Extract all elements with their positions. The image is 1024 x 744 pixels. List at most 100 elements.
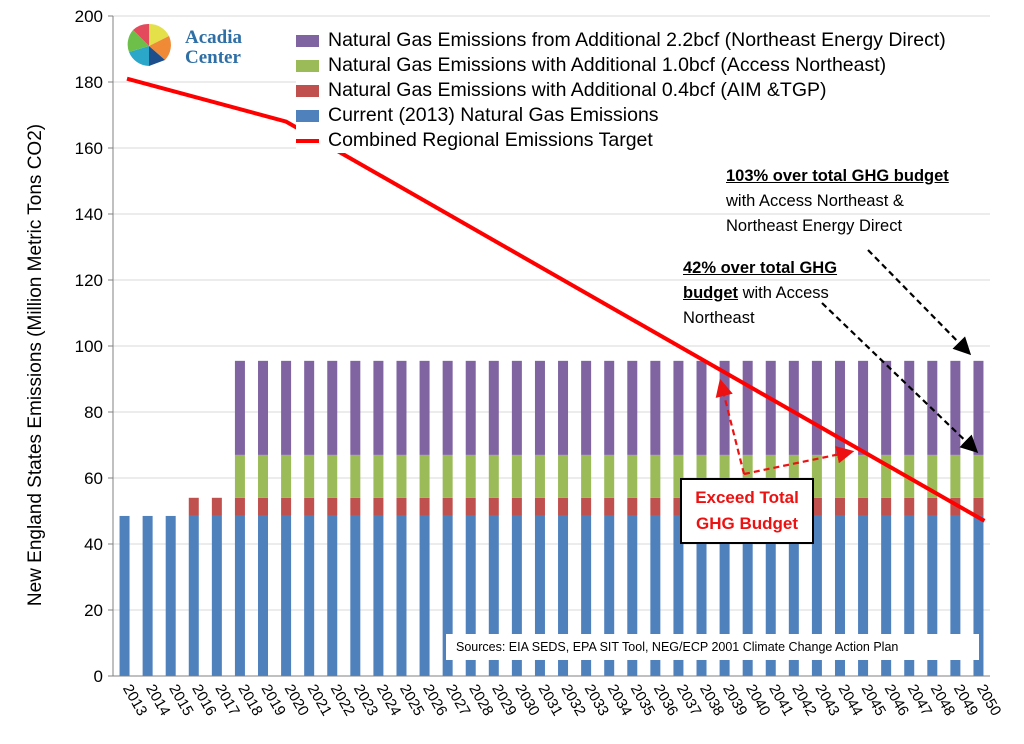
exceed-line2: GHG Budget (696, 514, 798, 533)
bar-2022-series-0 (327, 515, 338, 676)
bar-2038-series-2 (696, 454, 707, 498)
bar-2028-series-0 (465, 515, 476, 676)
bar-2023-series-2 (350, 454, 361, 498)
bar-2033-series-2 (581, 454, 592, 498)
bar-2030-series-2 (511, 454, 522, 498)
bar-2021-series-3 (304, 360, 315, 455)
logo-mark-icon (127, 23, 171, 66)
bar-2045-series-3 (858, 360, 869, 455)
legend-item-current: Current (2013) Natural Gas Emissions (296, 103, 1012, 128)
y-tick-label: 0 (94, 667, 103, 686)
bar-2023-series-1 (350, 497, 361, 516)
bar-2039-series-3 (719, 360, 730, 455)
bar-2032-series-1 (558, 497, 569, 516)
bar-2025-series-3 (396, 360, 407, 455)
bar-2027-series-1 (442, 497, 453, 516)
bar-2037-series-0 (673, 515, 684, 676)
bar-2013-series-0 (119, 515, 130, 676)
bar-2036-series-1 (650, 497, 661, 516)
bar-2037-series-1 (673, 497, 684, 516)
bar-2047-series-3 (904, 360, 915, 455)
bar-2040-series-3 (742, 360, 753, 455)
bar-2029-series-1 (488, 497, 499, 516)
annotation-103-line2: with Access Northeast & (726, 192, 904, 210)
y-tick-label: 140 (75, 205, 103, 224)
bar-2034-series-1 (604, 497, 615, 516)
bar-2014-series-0 (142, 515, 153, 676)
bar-2021-series-1 (304, 497, 315, 516)
arrow-103-percent (867, 249, 972, 356)
bar-2045-series-2 (858, 454, 869, 498)
bar-2020-series-3 (281, 360, 292, 455)
target-line-group (126, 76, 986, 523)
bar-2035-series-0 (627, 515, 638, 676)
bar-2033-series-3 (581, 360, 592, 455)
bar-2023-series-3 (350, 360, 361, 455)
legend-item-access-northeast: Natural Gas Emissions with Additional 1.… (296, 53, 1012, 78)
legend-swatch-access-northeast (296, 59, 319, 72)
bar-2044-series-3 (834, 360, 845, 455)
bar-2019-series-0 (258, 515, 269, 676)
bar-2027-series-0 (442, 515, 453, 676)
bar-2050-series-3 (973, 360, 984, 455)
bar-2028-series-2 (465, 454, 476, 498)
target-line (126, 76, 986, 523)
y-tick-label: 20 (84, 601, 103, 620)
bar-2043-series-3 (811, 360, 822, 455)
bar-2042-series-2 (788, 454, 799, 498)
annotation-103-bold: 103% over total GHG budget (726, 167, 949, 185)
bar-2016-series-0 (188, 515, 199, 676)
bar-2034-series-3 (604, 360, 615, 455)
arrow-42-percent (821, 302, 979, 454)
bar-2050-series-0 (973, 515, 984, 676)
bar-2033-series-1 (581, 497, 592, 516)
bar-2018-series-2 (234, 454, 245, 498)
bar-2026-series-2 (419, 454, 430, 498)
bar-2030-series-1 (511, 497, 522, 516)
bar-2041-series-3 (765, 360, 776, 455)
bar-2046-series-3 (881, 360, 892, 455)
bar-2040-series-2 (742, 454, 753, 498)
bar-2046-series-1 (881, 497, 892, 516)
y-tick-label: 200 (75, 7, 103, 26)
bar-2036-series-3 (650, 360, 661, 455)
bar-2031-series-3 (534, 360, 545, 455)
bar-2030-series-0 (511, 515, 522, 676)
bar-2043-series-0 (811, 515, 822, 676)
annotation-42-bold-2: budget (683, 284, 738, 302)
bar-2032-series-2 (558, 454, 569, 498)
bar-2032-series-3 (558, 360, 569, 455)
bar-2031-series-2 (534, 454, 545, 498)
legend-label-current: Current (2013) Natural Gas Emissions (328, 104, 659, 126)
y-tick-label: 120 (75, 271, 103, 290)
bar-2017-series-1 (211, 497, 222, 516)
bar-2041-series-2 (765, 454, 776, 498)
bar-2042-series-3 (788, 360, 799, 455)
bar-2047-series-1 (904, 497, 915, 516)
bar-2018-series-1 (234, 497, 245, 516)
bar-2034-series-2 (604, 454, 615, 498)
bar-2024-series-3 (373, 360, 384, 455)
bar-2025-series-1 (396, 497, 407, 516)
logo-text-line1: Acadia (185, 27, 242, 48)
bar-2029-series-2 (488, 454, 499, 498)
bar-2036-series-0 (650, 515, 661, 676)
bar-2049-series-3 (950, 360, 961, 455)
legend-label-access-northeast: Natural Gas Emissions with Additional 1.… (328, 54, 887, 76)
bar-2040-series-0 (742, 515, 753, 676)
legend-label-ned: Natural Gas Emissions from Additional 2.… (328, 29, 946, 51)
bar-2032-series-0 (558, 515, 569, 676)
acadia-center-logo: Acadia Center (125, 22, 260, 72)
bar-2018-series-0 (234, 515, 245, 676)
legend-item-aim-tgp: Natural Gas Emissions with Additional 0.… (296, 78, 1012, 103)
bar-2039-series-2 (719, 454, 730, 498)
bar-2034-series-0 (604, 515, 615, 676)
bar-2044-series-0 (834, 515, 845, 676)
bar-2028-series-3 (465, 360, 476, 455)
exceed-budget-callout: Exceed Total GHG Budget (680, 478, 814, 544)
bar-2024-series-0 (373, 515, 384, 676)
bar-2020-series-1 (281, 497, 292, 516)
arrow-exceed-right (743, 446, 855, 476)
bar-2035-series-1 (627, 497, 638, 516)
bar-2019-series-3 (258, 360, 269, 455)
